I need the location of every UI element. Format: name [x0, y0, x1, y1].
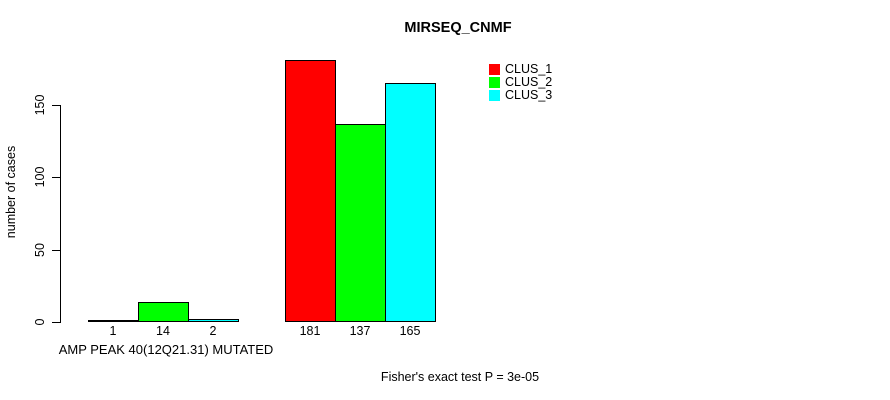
y-tick-mark — [52, 105, 60, 106]
legend-swatch-icon — [489, 64, 500, 75]
bar-clus_2-group1 — [138, 302, 189, 322]
y-axis-title: number of cases — [3, 145, 18, 239]
bar-clus_1-group2 — [285, 60, 336, 322]
bar-value-label: 181 — [299, 324, 321, 338]
bar-value-label: 137 — [349, 324, 371, 338]
y-tick-label: 0 — [32, 318, 47, 326]
y-tick-label: 50 — [32, 243, 47, 257]
bar-clus_3-group1 — [188, 319, 239, 322]
legend-item-clus_2: CLUS_2 — [489, 76, 552, 89]
y-tick-mark — [52, 177, 60, 178]
y-tick-label: 150 — [32, 94, 47, 116]
y-tick-label: 100 — [32, 166, 47, 188]
legend-item-clus_3: CLUS_3 — [489, 89, 552, 102]
bar-clus_2-group2 — [335, 124, 386, 322]
legend-label: CLUS_3 — [505, 88, 553, 103]
y-axis-line — [60, 105, 61, 323]
bar-value-label: 14 — [156, 324, 170, 338]
bar-value-label: 1 — [109, 324, 117, 338]
bar-clus_1-group1 — [88, 320, 139, 322]
legend-swatch-icon — [489, 77, 500, 88]
bar-value-label: 165 — [399, 324, 421, 338]
y-tick-mark — [52, 250, 60, 251]
legend-label: CLUS_2 — [505, 75, 553, 90]
legend-swatch-icon — [489, 90, 500, 101]
annotation-text: Fisher's exact test P = 3e-05 — [380, 370, 540, 384]
legend-label: CLUS_1 — [505, 62, 553, 77]
legend-item-clus_1: CLUS_1 — [489, 63, 552, 76]
bar-value-label: 2 — [209, 324, 217, 338]
y-tick-mark — [52, 322, 60, 323]
bar-clus_3-group2 — [385, 83, 436, 322]
x-axis-group-label: AMP PEAK 40(12Q21.31) MUTATED — [58, 342, 274, 357]
legend: CLUS_1 CLUS_2 CLUS_3 — [489, 63, 552, 102]
chart-title: MIRSEQ_CNMF — [404, 20, 512, 36]
